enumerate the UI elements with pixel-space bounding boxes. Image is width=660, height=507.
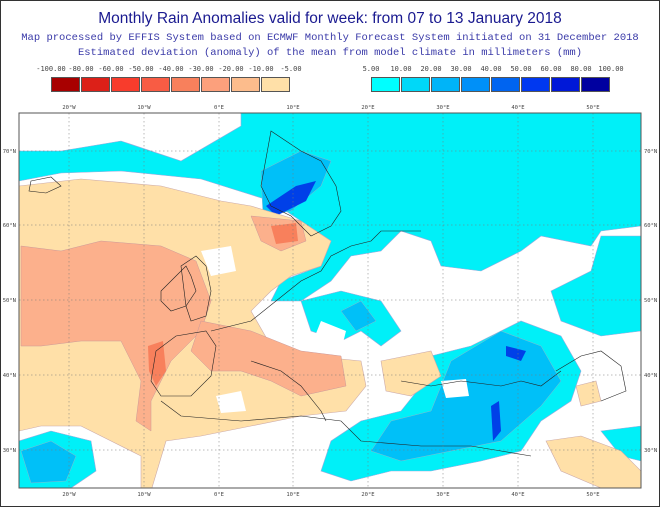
axis-label: 70°N [644, 149, 657, 155]
legend-positive-swatch [521, 77, 550, 92]
map-frame [18, 112, 642, 489]
legend-positive-label: 30.00 [450, 65, 472, 73]
axis-label: 50°N [3, 298, 16, 304]
legend-positive-swatch [581, 77, 610, 92]
legend-positive-label: 50.00 [510, 65, 532, 73]
coastlines [28, 130, 627, 457]
legend-negative-swatch [231, 77, 260, 92]
map-subtitle-source: Map processed by EFFIS System based on E… [21, 32, 639, 44]
legend-positive-label: 20.00 [420, 65, 442, 73]
axis-label: 30°N [644, 448, 657, 454]
legend-negative-swatch [81, 77, 110, 92]
legend-positive-swatch [461, 77, 490, 92]
legend-positive-label: 5.00 [362, 65, 380, 73]
legend-positive-label: 40.00 [480, 65, 502, 73]
legend-negative-label: -50.00 [128, 65, 154, 73]
axis-label: 40°N [644, 373, 657, 379]
axis-label: 50°E [586, 492, 599, 498]
axis-label: 40°N [3, 373, 16, 379]
legend-positive-label: 10.00 [390, 65, 412, 73]
axis-label: 10°E [286, 105, 299, 111]
map-subtitle-description: Estimated deviation (anomaly) of the mea… [77, 47, 583, 59]
axis-label: 40°E [511, 105, 524, 111]
axis-label: 20°E [361, 105, 374, 111]
legend-negative-label: -20.00 [218, 65, 244, 73]
legend-positive-swatch [431, 77, 460, 92]
map-title: Monthly Rain Anomalies valid for week: f… [98, 10, 562, 27]
legend-positive-label: 80.00 [570, 65, 592, 73]
axis-label: 70°N [3, 149, 16, 155]
axis-label: 20°W [62, 492, 76, 498]
axis-label: 20°W [62, 105, 76, 111]
legend-negative-swatch [261, 77, 290, 92]
legend-negative-label: -10.00 [248, 65, 274, 73]
axis-label: 50°N [644, 298, 657, 304]
legend-negative-label: -5.00 [280, 65, 302, 73]
legend-negative-swatch [51, 77, 80, 92]
axis-label: 10°E [286, 492, 299, 498]
legend-negative-swatch [141, 77, 170, 92]
axis-label: 30°N [3, 448, 16, 454]
axis-label: 40°E [511, 492, 524, 498]
legend-negative-swatch [111, 77, 140, 92]
positive-anomaly-peak-areas [266, 181, 526, 441]
legend-negative-swatch [201, 77, 230, 92]
axis-label: 60°N [3, 223, 16, 229]
axis-label: 10°W [137, 105, 151, 111]
legend-positive-swatch [491, 77, 520, 92]
legend-negative-label: -30.00 [188, 65, 214, 73]
legend-positive-label: 60.00 [540, 65, 562, 73]
legend-positive-swatch [551, 77, 580, 92]
axis-label: 10°W [137, 492, 151, 498]
legend-negative-label: -60.00 [98, 65, 124, 73]
axis-label: 50°E [586, 105, 599, 111]
axis-label: 20°E [361, 492, 374, 498]
axis-label: 0°E [214, 492, 224, 498]
legend-negative-swatch [171, 77, 200, 92]
legend-positive-swatch [371, 77, 400, 92]
legend-negative-label: -40.00 [158, 65, 184, 73]
legend-negative-label: -100.00 [36, 65, 66, 73]
axis-label: 60°N [644, 223, 657, 229]
axis-label: 30°E [436, 492, 449, 498]
graticule [19, 113, 641, 488]
legend-negative: -100.00 -80.00 -60.00 -50.00 -40.00 -30.00 -20… [36, 63, 302, 95]
legend-positive-label: 100.00 [598, 65, 624, 73]
axis-label: 0°E [214, 105, 224, 111]
legend-negative-label: -80.00 [68, 65, 94, 73]
legend-positive: 5.00 10.00 20.00 30.00 40.00 50.00 60.00 80.00 1… [363, 63, 624, 95]
axis-label: 30°E [436, 105, 449, 111]
legend-positive-swatch [401, 77, 430, 92]
